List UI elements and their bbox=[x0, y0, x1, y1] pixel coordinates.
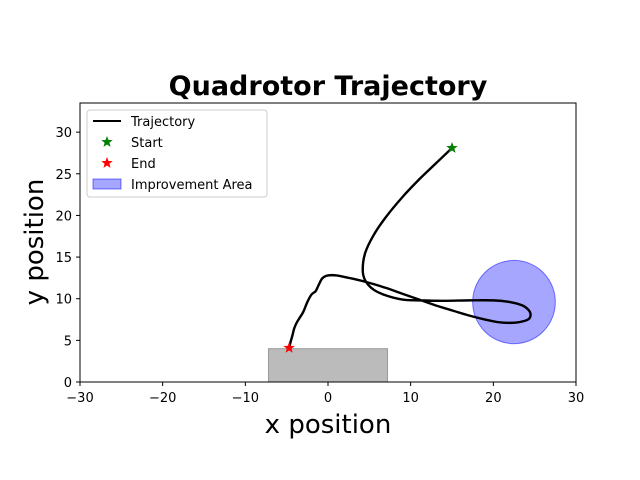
obstacle-region bbox=[267, 348, 389, 383]
start-marker bbox=[446, 141, 458, 153]
y-tick-label: 15 bbox=[55, 251, 72, 266]
legend-box bbox=[86, 109, 268, 198]
x-tick-label: 0 bbox=[324, 391, 332, 406]
legend-end-label: End bbox=[131, 157, 156, 172]
legend-end-marker bbox=[101, 157, 113, 168]
y-tick-label: 5 bbox=[64, 334, 72, 349]
x-tick-label: −20 bbox=[149, 391, 176, 406]
legend-start-star bbox=[101, 136, 113, 147]
legend-improvement-label: Improvement Area bbox=[131, 178, 253, 193]
trajectory-line bbox=[287, 147, 532, 349]
x-tick-label: 20 bbox=[485, 391, 502, 406]
x-axis-label: x position bbox=[265, 410, 392, 440]
legend-trajectory-label: Trajectory bbox=[130, 115, 195, 130]
legend-start-marker bbox=[101, 136, 113, 147]
y-tick-label: 25 bbox=[55, 168, 72, 183]
x-tick-label: −10 bbox=[232, 391, 259, 406]
x-tick-label: 30 bbox=[568, 391, 585, 406]
x-tick-label: 10 bbox=[402, 391, 419, 406]
x-tick-label: −30 bbox=[66, 391, 93, 406]
legend: Trajectory Start End Improvement Area bbox=[86, 109, 268, 198]
end-marker bbox=[283, 341, 295, 353]
y-axis-label: y position bbox=[20, 179, 50, 306]
y-tick-label: 10 bbox=[55, 293, 72, 308]
legend-start-label: Start bbox=[131, 136, 163, 151]
legend-improvement-swatch bbox=[92, 178, 122, 190]
legend-end-star bbox=[101, 157, 113, 168]
y-tick-label: 30 bbox=[55, 126, 72, 141]
y-tick-label: 20 bbox=[55, 209, 72, 224]
y-tick-label: 0 bbox=[64, 376, 72, 391]
chart-title: Quadrotor Trajectory bbox=[169, 71, 488, 102]
axis-ticks: −30 −20 −10 0 10 20 30 0 5 10 15 20 25 30 bbox=[55, 126, 584, 406]
